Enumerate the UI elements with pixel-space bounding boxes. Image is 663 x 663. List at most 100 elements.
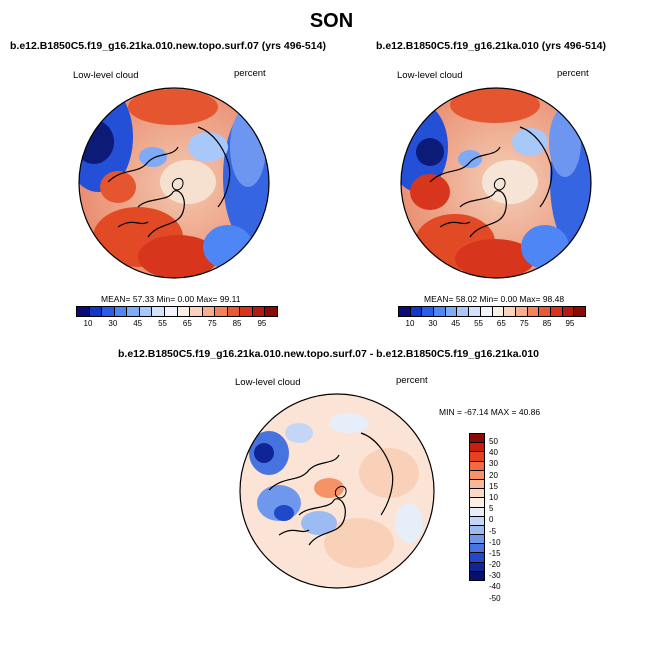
colorbar-tick-label: 5 — [489, 504, 494, 514]
colorbar-swatch — [434, 307, 446, 316]
panel1-colorbar — [76, 306, 278, 317]
colorbar-swatch — [240, 307, 253, 316]
diff-variable-label: Low-level cloud — [235, 377, 301, 388]
panel1-units-label: percent — [234, 68, 266, 79]
colorbar-tick-label: 75 — [207, 319, 217, 328]
colorbar-swatch — [504, 307, 516, 316]
colorbar-swatch — [527, 307, 540, 316]
colorbar-tick-label: 65 — [496, 319, 506, 328]
diff-colorbar-ticks: 50 40 30 20 15 10 5 0 -5 -10 -15 -20 -30 -40 -50 — [489, 436, 501, 604]
colorbar-swatch — [550, 307, 563, 316]
colorbar-tick-label: -5 — [489, 526, 497, 536]
colorbar-swatch — [164, 307, 178, 316]
colorbar-swatch — [492, 307, 505, 316]
panel2-colorbar-ticks: 10 30 45 55 65 75 85 95 — [404, 319, 576, 328]
colorbar-tick-label: -50 — [489, 593, 501, 603]
colorbar-swatch — [470, 461, 484, 471]
colorbar-swatch — [470, 507, 484, 517]
colorbar-swatch — [457, 307, 470, 316]
colorbar-swatch — [410, 307, 423, 316]
diff-colorbar — [469, 433, 485, 581]
colorbar-swatch — [227, 307, 241, 316]
colorbar-tick-label: -20 — [489, 560, 501, 570]
colorbar-swatch — [422, 307, 435, 316]
colorbar-swatch — [470, 489, 484, 499]
colorbar-tick-label: 95 — [565, 319, 575, 328]
colorbar-tick-label: 10 — [83, 319, 93, 328]
panel1-case-title: b.e12.B1850C5.f19_g16.21ka.010.new.topo.… — [10, 40, 326, 52]
colorbar-tick-label: 30 — [428, 319, 438, 328]
colorbar-tick-label: 40 — [489, 448, 498, 458]
colorbar-swatch — [470, 443, 484, 453]
panel2-polar-map — [400, 87, 592, 279]
colorbar-swatch — [515, 307, 528, 316]
colorbar-swatch — [127, 307, 140, 316]
colorbar-tick-label: 95 — [257, 319, 267, 328]
colorbar-swatch — [177, 307, 191, 316]
colorbar-swatch — [77, 307, 90, 316]
panel2-case-title: b.e12.B1850C5.f19_g16.21ka.010 (yrs 496-… — [376, 40, 606, 52]
panel1-stats: MEAN= 57.33 Min= 0.00 Max= 99.11 — [101, 294, 241, 304]
colorbar-tick-label: 50 — [489, 437, 498, 446]
colorbar-tick-label: -15 — [489, 548, 501, 558]
diff-units-label: percent — [396, 375, 428, 386]
colorbar-tick-label: 85 — [232, 319, 242, 328]
colorbar-swatch — [252, 307, 266, 316]
colorbar-swatch — [470, 452, 484, 462]
colorbar-tick-label: 75 — [519, 319, 529, 328]
colorbar-swatch — [470, 479, 484, 490]
colorbar-swatch — [574, 307, 585, 316]
diff-case-title: b.e12.B1850C5.f19_g16.21ka.010.new.topo.… — [118, 348, 540, 360]
colorbar-swatch — [445, 307, 458, 316]
colorbar-swatch — [470, 434, 484, 444]
panel2-units-label: percent — [557, 68, 589, 79]
diff-stats: MIN = -67.14 MAX = 40.86 — [439, 407, 541, 417]
colorbar-tick-label: 10 — [489, 492, 498, 502]
colorbar-tick-label: 0 — [489, 515, 494, 525]
colorbar-tick-label: 65 — [182, 319, 192, 328]
colorbar-swatch — [470, 562, 484, 572]
colorbar-tick-label: 10 — [405, 319, 415, 328]
colorbar-tick-label: 45 — [133, 319, 143, 328]
diff-polar-map — [239, 393, 435, 589]
colorbar-tick-label: 55 — [474, 319, 483, 328]
panel2-variable-label: Low-level cloud — [397, 70, 463, 81]
colorbar-swatch — [470, 470, 484, 480]
colorbar-swatch — [202, 307, 216, 316]
colorbar-tick-label: -10 — [489, 537, 501, 547]
colorbar-tick-label: 30 — [108, 319, 118, 328]
colorbar-swatch — [539, 307, 551, 316]
colorbar-swatch — [470, 553, 484, 563]
colorbar-swatch — [470, 571, 484, 580]
colorbar-swatch — [215, 307, 228, 316]
colorbar-swatch — [470, 516, 484, 526]
colorbar-swatch — [139, 307, 153, 316]
panel1-variable-label: Low-level cloud — [73, 70, 139, 81]
colorbar-swatch — [480, 307, 493, 316]
colorbar-swatch — [102, 307, 115, 316]
colorbar-tick-label: 85 — [542, 319, 552, 328]
colorbar-swatch — [114, 307, 128, 316]
panel1-polar-map — [78, 87, 270, 279]
colorbar-swatch — [469, 307, 481, 316]
colorbar-swatch — [152, 307, 165, 316]
colorbar-swatch — [399, 307, 411, 316]
colorbar-swatch — [470, 498, 484, 508]
panel2-stats: MEAN= 58.02 Min= 0.00 Max= 98.48 — [424, 294, 565, 304]
panel1-colorbar-ticks: 10 30 45 55 65 75 85 95 — [82, 319, 268, 328]
colorbar-tick-label: 15 — [489, 481, 498, 491]
colorbar-tick-label: -30 — [489, 571, 501, 581]
panel2-colorbar — [398, 306, 586, 317]
colorbar-swatch — [470, 535, 484, 545]
colorbar-tick-label: -40 — [489, 582, 501, 592]
colorbar-swatch — [89, 307, 103, 316]
colorbar-tick-label: 55 — [158, 319, 167, 328]
colorbar-swatch — [470, 525, 484, 536]
colorbar-tick-label: 30 — [489, 459, 498, 469]
colorbar-swatch — [470, 544, 484, 554]
colorbar-swatch — [265, 307, 277, 316]
colorbar-swatch — [190, 307, 203, 316]
colorbar-swatch — [562, 307, 575, 316]
colorbar-tick-label: 45 — [451, 319, 461, 328]
figure-title: SON — [309, 10, 354, 32]
